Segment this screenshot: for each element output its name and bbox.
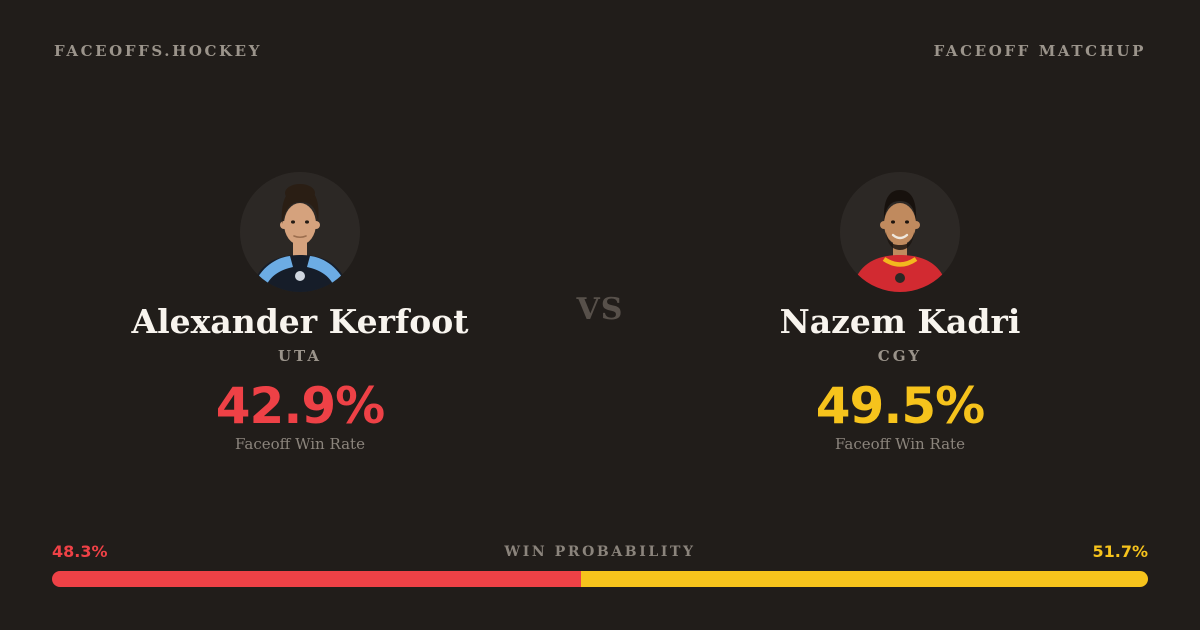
- win-probability-bar: [52, 571, 1148, 587]
- player-faceoff-rate-right: 49.5%: [815, 377, 985, 435]
- player-card-left: Alexander Kerfoot UTA 42.9% Faceoff Win …: [100, 172, 500, 454]
- player-team-right: CGY: [877, 347, 923, 365]
- win-probability-title: WIN PROBABILITY: [504, 544, 696, 560]
- player-avatar-left: [240, 172, 360, 292]
- player-name-left: Alexander Kerfoot: [131, 302, 469, 341]
- player-photo-illustration-right: [840, 172, 960, 292]
- stat-label-left: Faceoff Win Rate: [235, 435, 365, 453]
- player-name-right: Nazem Kadri: [779, 302, 1021, 341]
- win-probability-right-value: 51.7%: [1092, 542, 1148, 561]
- win-probability-bar-right-segment: [581, 571, 1148, 587]
- player-team-left: UTA: [277, 347, 323, 365]
- player-avatar-right: [840, 172, 960, 292]
- player-photo-illustration-left: [240, 172, 360, 292]
- player-faceoff-rate-left: 42.9%: [215, 377, 385, 435]
- page-label: FACEOFF MATCHUP: [933, 42, 1146, 60]
- vs-label: VS: [576, 292, 624, 327]
- stat-label-right: Faceoff Win Rate: [835, 435, 965, 453]
- header: FACEOFFS.HOCKEY FACEOFF MATCHUP: [54, 42, 1146, 60]
- win-probability-bar-left-segment: [52, 571, 582, 587]
- player-card-right: Nazem Kadri CGY 49.5% Faceoff Win Rate: [700, 172, 1100, 454]
- win-probability-left-value: 48.3%: [52, 542, 108, 561]
- win-probability-labels: 48.3% WIN PROBABILITY 51.7%: [52, 542, 1148, 562]
- brand-logo-text: FACEOFFS.HOCKEY: [54, 42, 263, 60]
